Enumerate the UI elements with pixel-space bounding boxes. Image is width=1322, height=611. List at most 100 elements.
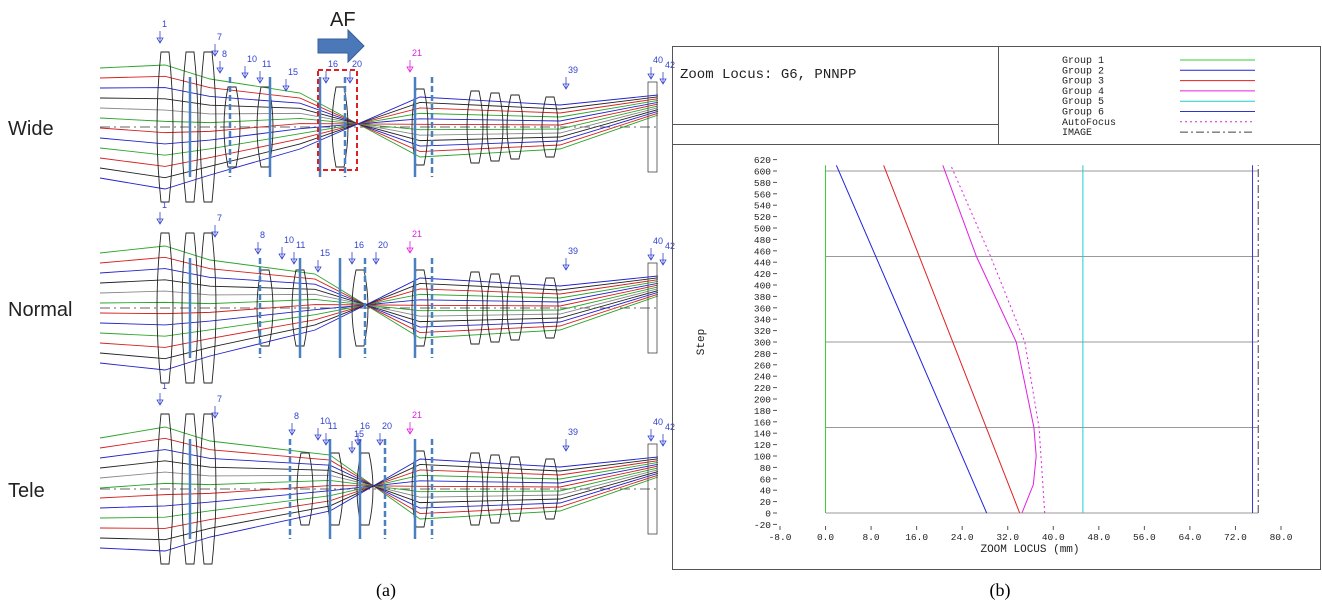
x-tick-label: 56.0 [1133,532,1156,543]
row-label: Tele [8,480,45,502]
ray [100,459,658,540]
y-tick-label: -20 [754,520,771,531]
y-tick-label: 220 [754,383,771,394]
y-tick-label: 120 [754,440,771,451]
y-tick-label: 160 [754,417,771,428]
row-label: Normal [8,299,72,321]
y-tick-label: 40 [760,486,772,497]
x-tick-label: 72.0 [1224,532,1247,543]
y-tick-label: 500 [754,224,771,235]
surface-label: 1 [162,381,167,391]
y-tick-label: 340 [754,315,771,326]
y-tick-label: 540 [754,201,771,212]
y-tick-label: 0 [765,509,771,520]
surface-label: 39 [568,246,578,256]
y-tick-label: 520 [754,212,771,223]
ray [100,461,658,503]
y-tick-label: 180 [754,406,771,417]
series-line [884,165,1020,513]
legend-label: IMAGE [1062,128,1092,139]
y-tick-label: 200 [754,395,771,406]
y-tick-label: 480 [754,235,771,246]
ray [100,102,658,144]
surface-label: 21 [412,229,422,239]
chart-title: Zoom Locus: G6, PNNPP [680,67,856,83]
y-tick-label: 580 [754,178,771,189]
y-tick-label: 380 [754,292,771,303]
row-label: Wide [8,118,54,140]
panel-label: (b) [990,580,1011,601]
surface-label: 1 [162,200,167,210]
surface-label: 7 [217,394,222,404]
y-tick-label: 60 [760,474,772,485]
y-tick-label: 100 [754,452,771,463]
ray [100,278,658,359]
surface-label: 10 [247,54,257,64]
y-tick-label: 460 [754,246,771,257]
surface-label: 7 [217,213,222,223]
series-line [951,165,1045,513]
surface-label: 11 [262,59,271,69]
x-tick-label: 48.0 [1087,532,1110,543]
series-line [943,165,1036,513]
surface-label: 40 [653,236,663,246]
ray [100,466,658,498]
y-tick-label: 300 [754,338,771,349]
surface-label: 42 [665,60,675,70]
surface-label: 8 [294,411,299,421]
x-tick-label: 40.0 [1042,532,1065,543]
surface-label: 7 [217,32,222,42]
x-tick-label: 32.0 [996,532,1019,543]
surface-label: 40 [653,55,663,65]
y-tick-label: 260 [754,360,771,371]
plot: -200204060801001201401601802002202402602… [754,56,1293,543]
ray [100,98,658,141]
x-tick-label: 8.0 [863,532,880,543]
surface-label: 10 [284,235,294,245]
x-tick-label: 24.0 [951,532,974,543]
y-axis-label: Step [696,329,708,355]
surface-label: 42 [665,241,675,251]
af-arrow [318,30,364,62]
surface-label: 8 [222,49,227,59]
surface-label: 15 [288,67,298,77]
x-axis-label: ZOOM LOCUS (mm) [980,544,1079,556]
af-label: AF [330,9,356,31]
figure: Wide178101115162021394042Normal178101115… [0,0,1322,611]
x-tick-label: 80.0 [1270,532,1293,543]
ray [100,97,658,178]
surface-label: 16 [360,421,370,431]
panel-label: (a) [376,580,396,601]
x-tick-label: 16.0 [905,532,928,543]
y-tick-label: 20 [760,497,772,508]
surface-label: 20 [378,240,388,250]
ray [100,283,658,325]
series-line [836,165,986,513]
surface-label: 39 [568,427,578,437]
surface-label: 11 [328,421,337,431]
ray [100,257,658,332]
ray [100,438,658,513]
y-tick-label: 320 [754,326,771,337]
y-tick-label: 560 [754,189,771,200]
surface-label: 21 [412,410,422,420]
surface-label: 16 [328,59,338,69]
y-tick-label: 240 [754,372,771,383]
y-tick-label: 140 [754,429,771,440]
surface-label: 11 [296,240,305,250]
y-tick-label: 400 [754,281,771,292]
y-tick-label: 360 [754,303,771,314]
ray [100,76,658,151]
x-tick-label: 64.0 [1179,532,1202,543]
y-tick-label: 600 [754,167,771,178]
y-tick-label: 440 [754,258,771,269]
surface-label: 42 [665,422,675,432]
y-tick-label: 280 [754,349,771,360]
surface-label: 40 [653,417,663,427]
surface-label: 21 [412,48,422,58]
y-tick-label: 620 [754,155,771,166]
x-tick-label: -8.0 [769,532,792,543]
ray [100,450,658,509]
surface-label: 1 [162,19,167,29]
